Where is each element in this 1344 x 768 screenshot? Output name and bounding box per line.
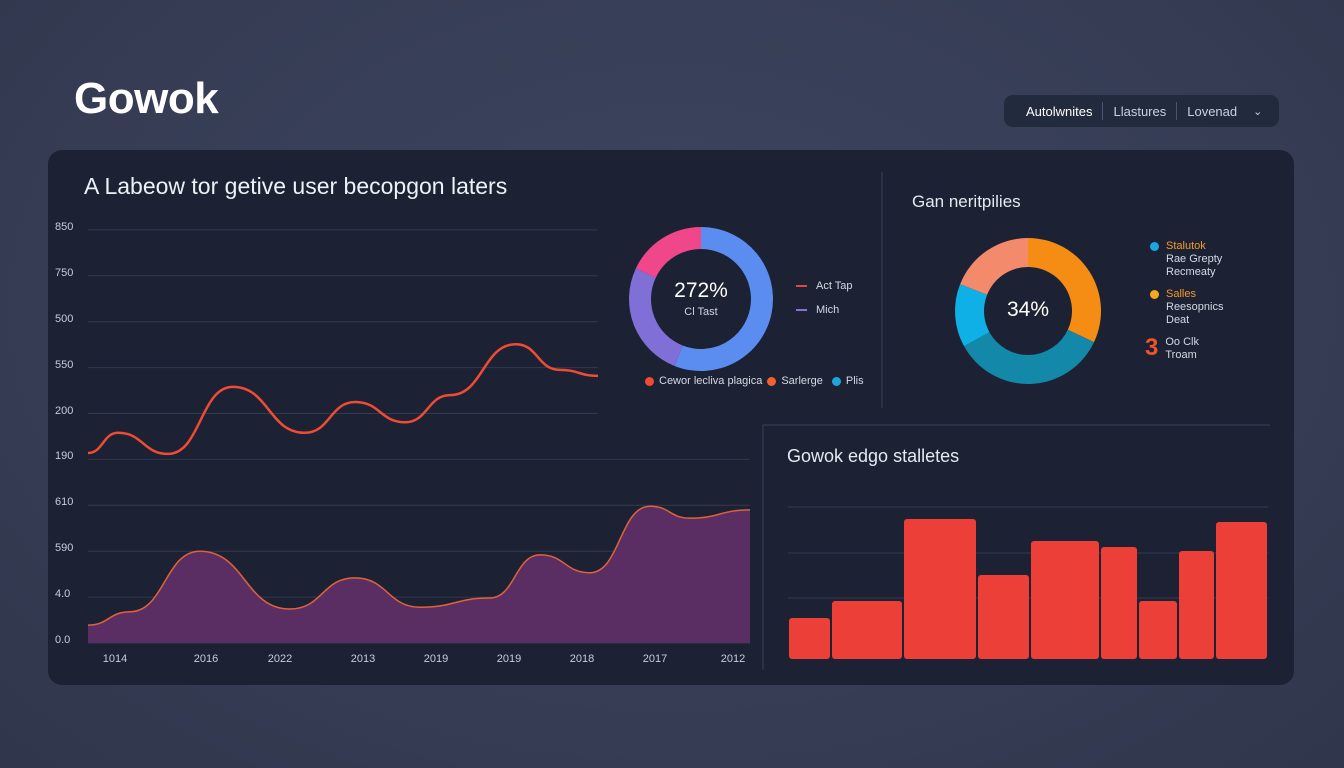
donut1-center: 272% Cl Tast [651, 279, 751, 318]
donut1-legend-item[interactable]: Mich [796, 304, 839, 316]
donut1-slice [635, 227, 701, 278]
donut2-legend: Stalutok Rae Grepty Recmeaty Salles Reesopn… [1145, 240, 1223, 371]
y-tick-label: 610 [55, 496, 74, 509]
legend-label: Mich [816, 304, 840, 316]
nav-tab-lovenad[interactable]: Lovenad [1187, 103, 1238, 119]
x-tick-label: 2022 [267, 653, 293, 665]
bar-chart-title: Gowok edgo stalletes [787, 446, 960, 466]
y-tick-label: 850 [55, 220, 74, 233]
donut2-slice [1028, 238, 1102, 343]
legend-title: Stalutok [1166, 240, 1206, 252]
legend-dot-icon [767, 376, 777, 386]
bar [1101, 547, 1137, 659]
x-tick-label: 2019 [423, 653, 449, 665]
donut2-title: Gan neritpilies [912, 192, 1021, 211]
legend-dot-icon [1150, 242, 1159, 251]
main-chart-title: A Labeow tor getive user becopgon laters [84, 173, 508, 199]
donut1-legend-item[interactable]: Act Tap [796, 280, 853, 292]
donut1-slice [629, 268, 683, 366]
area-series-line [87, 505, 751, 626]
bar [904, 519, 976, 659]
bar [978, 575, 1029, 659]
nav-tab-llastures[interactable]: Llastures [1113, 103, 1167, 119]
donut2-slice [964, 329, 1095, 385]
donut1-bottom-legend: Cewor lecliva plagica Sarlerge Plis [645, 375, 864, 387]
donut2-slice [960, 238, 1028, 295]
x-tick-label: 1014 [102, 653, 128, 665]
legend-line: Rae Grepty [1166, 253, 1223, 265]
donut2-legend-item[interactable]: Salles Reesopnics Deat [1150, 288, 1223, 327]
x-tick-label: 2019 [496, 653, 522, 665]
donut2-legend-item[interactable]: Stalutok Rae Grepty Recmeaty [1150, 240, 1223, 279]
y-tick-label: 0.0 [55, 634, 71, 646]
y-tick-label: 750 [55, 266, 74, 279]
nav-tab-autolwnites[interactable]: Autolwnites [1026, 103, 1093, 119]
area-series-fill [88, 506, 750, 643]
legend-dot-icon [645, 376, 654, 386]
x-tick-label: 2012 [720, 653, 746, 665]
legend-dot-icon [1150, 290, 1159, 299]
legend-line: Deat [1166, 314, 1190, 326]
legend-badge: 3 [1145, 334, 1159, 361]
legend-line: Recmeaty [1166, 266, 1216, 278]
legend-label[interactable]: Cewor lecliva plagica [659, 375, 763, 387]
app-logo: Gowok [74, 74, 219, 123]
legend-dash-icon [796, 309, 807, 311]
legend-line: Oo Clk [1165, 336, 1199, 348]
legend-dot-icon [831, 376, 841, 386]
y-tick-label: 4.0 [55, 588, 71, 601]
x-tick-label: 2018 [569, 653, 595, 665]
donut2-legend-item[interactable]: 3 Oo Clk Troam [1145, 336, 1223, 362]
legend-label[interactable]: Sarlerge [781, 375, 823, 387]
legend-dash-icon [796, 285, 807, 287]
bar [789, 618, 830, 659]
line-series [87, 342, 599, 456]
x-tick-label: 2017 [642, 653, 668, 665]
donut2-value: 34% [1006, 298, 1050, 321]
legend-line: Reesopnics [1166, 301, 1224, 313]
chevron-down-icon[interactable]: ⌄ [1253, 105, 1263, 118]
bar [1216, 522, 1267, 659]
x-tick-label: 2016 [193, 653, 219, 665]
donut1-slice [674, 227, 774, 372]
y-tick-label: 590 [55, 542, 74, 555]
bar [1179, 551, 1214, 659]
nav-divider [1176, 102, 1178, 120]
legend-label: Act Tap [816, 280, 853, 292]
donut1-label: Cl Tast [684, 306, 718, 318]
donut1-value: 272% [674, 279, 728, 302]
y-tick-label: 200 [55, 404, 74, 417]
view-selector: Autolwnites Llastures Lovenad ⌄ [1004, 95, 1279, 127]
donut2-slice [955, 284, 990, 347]
nav-divider [1102, 102, 1104, 120]
y-tick-label: 550 [55, 358, 74, 371]
y-tick-label: 190 [55, 450, 74, 463]
bar [1031, 541, 1099, 659]
y-tick-label: 500 [55, 312, 74, 325]
legend-label[interactable]: Plis [845, 375, 864, 387]
legend-line: Troam [1165, 349, 1197, 361]
x-tick-label: 2013 [350, 653, 376, 665]
legend-title: Salles [1166, 288, 1196, 300]
bar [1139, 601, 1177, 659]
bar [832, 601, 902, 659]
